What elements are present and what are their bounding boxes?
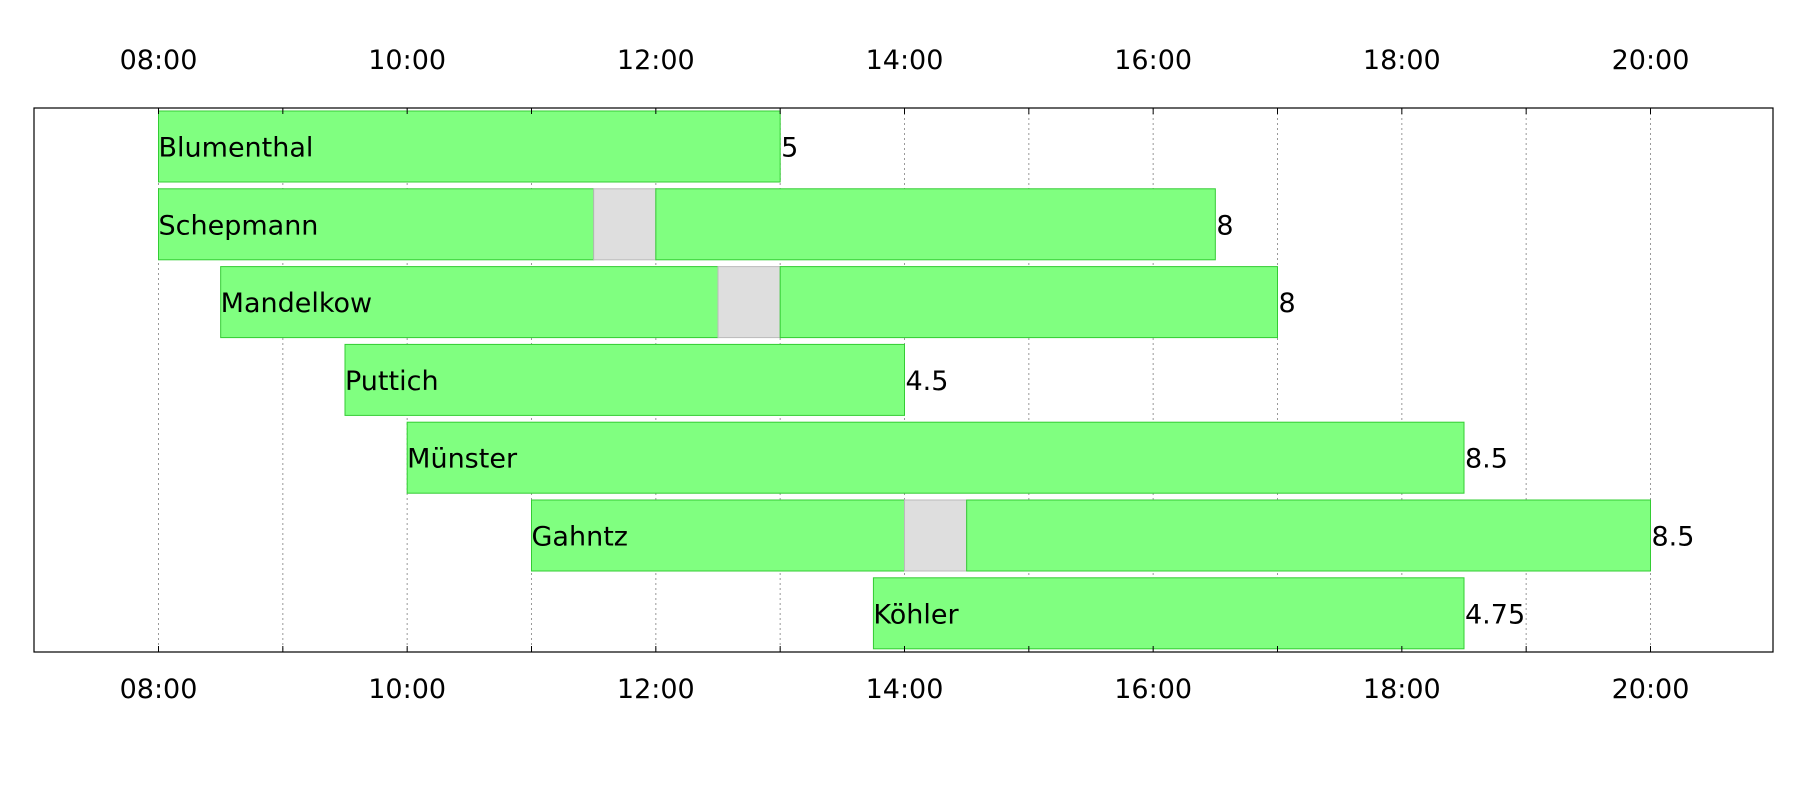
employee-name-label: Puttich xyxy=(345,366,439,397)
work-segment xyxy=(779,266,1279,339)
work-segment xyxy=(158,110,781,183)
bars xyxy=(158,110,1651,650)
x-tick-label-bottom: 18:00 xyxy=(1363,674,1441,705)
employee-name-label: Gahntz xyxy=(532,522,628,553)
total-hours-label: 8.5 xyxy=(1465,444,1508,475)
work-segment xyxy=(220,266,719,339)
x-tick-label-bottom: 16:00 xyxy=(1114,674,1192,705)
tick-marks xyxy=(158,108,1651,652)
work-segment xyxy=(966,499,1651,572)
x-tick-label-bottom: 10:00 xyxy=(368,674,446,705)
total-hours-label: 4.5 xyxy=(906,366,949,397)
total-hours-label: 8 xyxy=(1216,210,1233,241)
x-tick-label-top: 12:00 xyxy=(617,45,695,76)
break-segment xyxy=(904,499,968,572)
total-hours-label: 8 xyxy=(1279,288,1296,319)
labels: Blumenthal 5 Schepmann 8 Mandelkow 8 Puttich 4.… xyxy=(159,133,1695,631)
x-tick-label-bottom: 20:00 xyxy=(1612,674,1690,705)
employee-name-label: Köhler xyxy=(873,599,959,630)
plot-frame xyxy=(33,107,1774,653)
x-tick-label-top: 16:00 xyxy=(1114,45,1192,76)
total-hours-label: 8.5 xyxy=(1652,522,1695,553)
total-hours-label: 5 xyxy=(781,133,798,164)
employee-name-label: Münster xyxy=(407,444,518,475)
work-segment xyxy=(158,188,595,261)
total-hours-label: 4.75 xyxy=(1465,599,1525,630)
bottom-axis: 08:00 10:00 12:00 14:00 16:00 18:00 20:00 xyxy=(120,674,1690,705)
x-tick-label-top: 14:00 xyxy=(866,45,944,76)
x-tick-label-bottom: 14:00 xyxy=(866,674,944,705)
x-tick-label-bottom: 08:00 xyxy=(120,674,198,705)
work-segment xyxy=(406,421,1465,494)
top-axis: 08:00 10:00 12:00 14:00 16:00 18:00 20:00 xyxy=(120,45,1690,76)
work-segment xyxy=(344,343,905,416)
x-tick-label-top: 10:00 xyxy=(368,45,446,76)
employee-name-label: Blumenthal xyxy=(159,133,314,164)
x-tick-label-top: 20:00 xyxy=(1612,45,1690,76)
employee-name-label: Mandelkow xyxy=(221,288,372,319)
break-segment xyxy=(593,188,657,261)
work-segment xyxy=(655,188,1216,261)
x-tick-label-top: 18:00 xyxy=(1363,45,1441,76)
x-tick-label-bottom: 12:00 xyxy=(617,674,695,705)
x-tick-label-top: 08:00 xyxy=(120,45,198,76)
work-segment xyxy=(531,499,905,572)
work-segment xyxy=(872,577,1465,650)
employee-name-label: Schepmann xyxy=(159,210,319,241)
break-segment xyxy=(717,266,781,339)
